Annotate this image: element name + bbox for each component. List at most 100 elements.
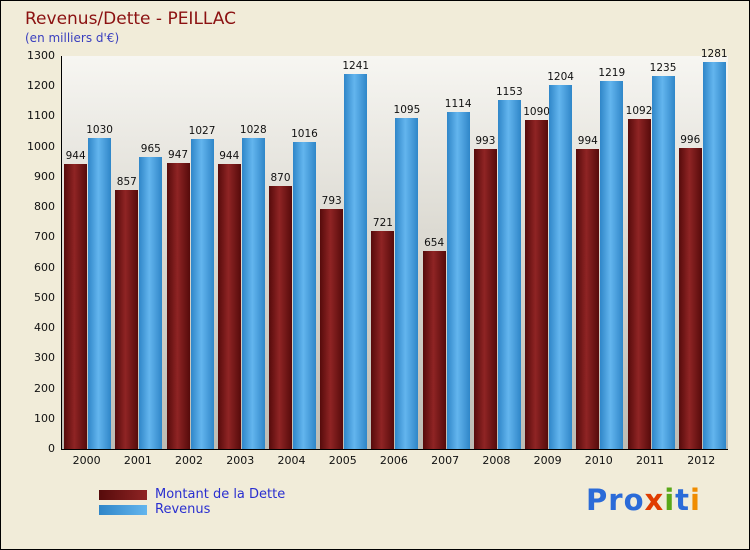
bar-group-2010: 994 1219 — [576, 67, 625, 449]
bar-value-label: 944 — [65, 149, 86, 162]
legend-item: Revenus — [99, 502, 285, 517]
logo-letter: o — [623, 483, 645, 517]
legend-label: Montant de la Dette — [155, 487, 286, 502]
logo-letter: i — [664, 483, 676, 517]
bar-value-label: 1092 — [625, 104, 653, 117]
y-tick-label: 1200 — [27, 79, 55, 93]
bar-group-2008: 993 1153 — [473, 86, 523, 449]
bar-group-2005: 793 1241 — [320, 60, 369, 449]
x-tick-label-2007: 2007 — [431, 454, 460, 467]
x-tick-label-2008: 2008 — [482, 454, 511, 467]
logo-letter: r — [608, 483, 624, 517]
y-tick-label: 300 — [34, 351, 55, 365]
bar-value-label: 793 — [321, 195, 342, 208]
bar-value-label: 965 — [140, 143, 161, 156]
proxiti-logo: Proxiti — [586, 483, 701, 517]
bar-revenus-2002: 1027 — [189, 125, 215, 449]
bar-value-label: 994 — [577, 134, 598, 147]
bar-value-label: 857 — [116, 175, 137, 188]
bar-revenus-2004: 1016 — [291, 128, 318, 449]
bar-value-label: 996 — [680, 133, 701, 146]
bar-dette-2007: 654 — [422, 237, 446, 449]
x-tick-label-2001: 2001 — [123, 454, 152, 467]
bar-dette-2000: 944 — [64, 150, 88, 449]
bar-value-label: 654 — [424, 237, 445, 250]
bar-group-2007: 654 1114 — [422, 98, 472, 449]
bar-value-label: 1241 — [342, 59, 370, 72]
legend-label: Revenus — [155, 502, 211, 517]
y-tick-label: 100 — [34, 411, 55, 425]
bar-group-2004: 870 1016 — [268, 128, 318, 449]
logo-letter: t — [675, 483, 691, 517]
bar-revenus-2001: 965 — [139, 143, 163, 449]
bar-dette-2005: 793 — [320, 195, 344, 449]
chart-subtitle: (en milliers d'€) — [25, 31, 120, 45]
bar-value-label: 993 — [475, 134, 496, 147]
logo-letter: i — [690, 483, 701, 517]
x-tick-label-2012: 2012 — [687, 454, 716, 467]
bar-value-label: 1027 — [188, 124, 216, 137]
y-axis: 0 100 200 300 400 500 600 700 800 900 1000 1100 1200… — [7, 49, 61, 455]
bar-value-label: 1153 — [495, 86, 523, 99]
plot-area: 944 1030 857 965 947 1027 944 1028 870 1016 793 124… — [61, 48, 728, 450]
logo-letter: P — [585, 483, 609, 517]
x-tick-label-2000: 2000 — [72, 454, 101, 467]
bar-dette-2003: 944 — [217, 150, 241, 449]
y-tick-label: 1100 — [27, 109, 55, 123]
bar-group-2012: 996 1281 — [678, 48, 728, 449]
y-tick-label: 400 — [34, 321, 55, 335]
bar-revenus-2000: 1030 — [86, 124, 113, 449]
y-tick-label: 800 — [34, 200, 55, 214]
bar-group-2006: 721 1095 — [371, 104, 420, 449]
bar-group-2001: 857 965 — [115, 143, 163, 449]
bar-group-2003: 944 1028 — [217, 124, 267, 449]
bar-value-label: 870 — [270, 172, 291, 184]
chart-title: Revenus/Dette - PEILLAC — [25, 9, 236, 29]
bar-dette-2009: 1090 — [523, 106, 550, 449]
bar-chart: 0 100 200 300 400 500 600 700 800 900 1000 1100 1200… — [7, 48, 728, 455]
x-tick-label-2009: 2009 — [533, 454, 562, 467]
logo-letter: x — [644, 483, 665, 517]
legend-item: Montant de la Dette — [99, 487, 285, 502]
y-tick-label: 900 — [34, 169, 55, 183]
bar-value-label: 947 — [168, 148, 189, 161]
bar-value-label: 1219 — [598, 66, 626, 79]
x-tick-label-2006: 2006 — [379, 454, 408, 467]
bar-dette-2010: 994 — [576, 135, 600, 449]
bar-value-label: 1090 — [523, 105, 550, 118]
bar-dette-2002: 947 — [166, 149, 190, 449]
bar-value-label: 1028 — [239, 124, 267, 137]
bar-value-label: 944 — [219, 149, 240, 162]
bar-revenus-2010: 1219 — [598, 67, 625, 449]
x-axis-labels: 2000 2001 2002 2003 2004 2005 2006 2007 2008 2009… — [61, 451, 727, 467]
bar-value-label: 1095 — [393, 103, 421, 116]
bar-value-label: 1235 — [649, 61, 677, 74]
bar-group-2002: 947 1027 — [166, 125, 215, 449]
x-tick-label-2002: 2002 — [175, 454, 204, 467]
y-tick-label: 700 — [34, 230, 55, 244]
bar-revenus-2009: 1204 — [547, 71, 574, 449]
x-tick-label-2003: 2003 — [226, 454, 255, 467]
x-tick-label-2004: 2004 — [277, 454, 306, 467]
y-tick-label: 1000 — [27, 139, 55, 153]
bar-value-label: 1016 — [291, 127, 318, 140]
bar-value-label: 721 — [372, 217, 393, 230]
y-tick-label: 600 — [34, 260, 55, 274]
bar-dette-2008: 993 — [473, 135, 497, 449]
y-tick-label: 1300 — [27, 49, 55, 62]
bar-value-label: 1030 — [86, 123, 113, 136]
y-tick-label: 0 — [48, 442, 55, 455]
bar-group-2009: 1090 1204 — [523, 71, 574, 449]
bar-group-2011: 1092 1235 — [626, 62, 676, 449]
chart-legend: Montant de la Dette Revenus — [99, 487, 285, 517]
bar-revenus-2005: 1241 — [342, 60, 369, 449]
bar-dette-2011: 1092 — [626, 105, 652, 449]
legend-swatch — [99, 489, 147, 500]
bar-revenus-2011: 1235 — [650, 62, 676, 449]
bar-revenus-2008: 1153 — [496, 86, 523, 449]
bar-dette-2004: 870 — [268, 172, 292, 449]
y-tick-label: 200 — [34, 381, 55, 395]
legend-swatch — [99, 504, 147, 515]
bar-group-2000: 944 1030 — [64, 124, 113, 449]
